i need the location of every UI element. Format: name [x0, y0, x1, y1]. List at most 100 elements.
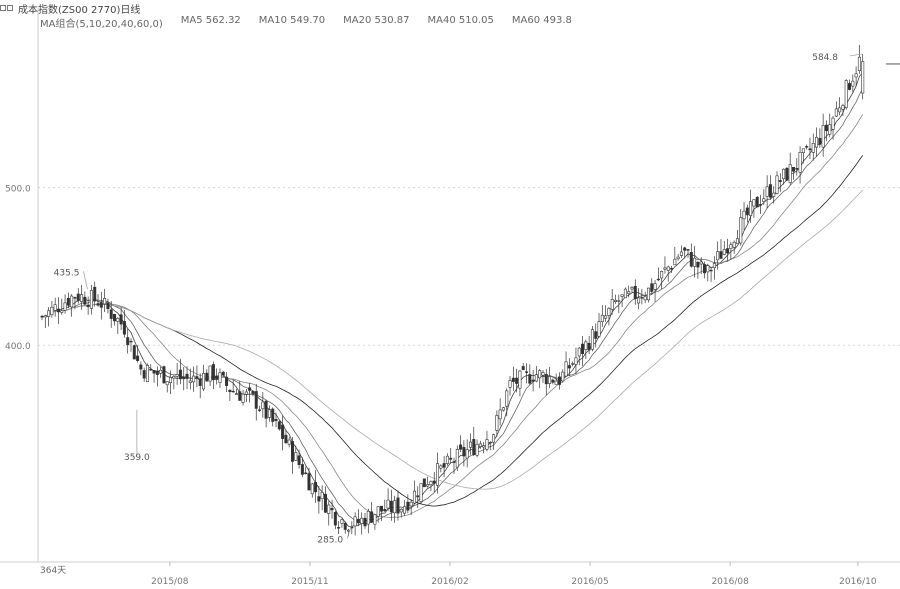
candle-body — [258, 409, 262, 411]
candle — [525, 363, 529, 384]
candle-body — [152, 369, 156, 374]
candle-body — [136, 355, 140, 361]
candle-body — [363, 517, 367, 527]
candle — [594, 323, 598, 348]
candle-body — [630, 287, 634, 290]
ma20-line — [41, 114, 864, 518]
candle-body — [551, 379, 555, 383]
candle — [627, 285, 631, 298]
candle — [225, 372, 229, 393]
candle-body — [294, 452, 298, 461]
candle — [679, 245, 683, 258]
candle — [314, 470, 318, 503]
candle-body — [788, 164, 792, 183]
candle-body — [782, 168, 786, 180]
candle — [162, 365, 166, 384]
candle-body — [848, 83, 852, 90]
candle-body — [422, 478, 426, 488]
period-label: 364天 — [40, 566, 66, 576]
candle-body — [188, 380, 192, 383]
candle-body — [314, 481, 318, 493]
candle-body — [43, 315, 47, 318]
candle — [258, 405, 262, 412]
ma-legend-label[interactable]: MA组合(5,10,20,40,60,0) — [40, 19, 163, 30]
candle-body — [198, 378, 202, 386]
candle-body — [416, 495, 420, 498]
candle-body — [462, 447, 466, 457]
candle — [587, 335, 591, 355]
candle-body — [604, 315, 608, 319]
candle-body — [660, 270, 664, 279]
candle — [597, 312, 601, 338]
candle-body — [735, 238, 739, 245]
candle-body — [488, 441, 492, 444]
candle-body — [689, 252, 693, 267]
candle — [182, 367, 186, 391]
candle — [762, 189, 766, 205]
candle — [854, 66, 858, 87]
candle-body — [785, 167, 789, 181]
candle-body — [492, 434, 496, 443]
candle — [449, 448, 453, 464]
candle — [241, 389, 245, 406]
candle-body — [218, 372, 222, 383]
candle — [373, 514, 377, 530]
x-tick-label: 2016/10 — [839, 577, 877, 587]
candle-body — [541, 372, 545, 376]
candle — [228, 389, 232, 402]
candle-body — [683, 247, 687, 251]
candle — [557, 372, 561, 390]
candle — [304, 466, 308, 475]
candle — [172, 374, 176, 390]
candle-body — [501, 407, 505, 411]
candle-body — [116, 317, 120, 322]
annotation-leader — [346, 526, 352, 539]
candle — [429, 480, 433, 491]
candle-body — [406, 501, 410, 511]
candle-body — [132, 345, 136, 360]
candle-body — [633, 285, 637, 300]
candle-body — [142, 370, 146, 379]
candle-body — [353, 516, 357, 527]
candle-body — [40, 315, 44, 318]
candle-body — [465, 449, 469, 459]
candle — [426, 476, 430, 488]
candle-body — [165, 381, 169, 386]
candle-body — [323, 493, 327, 513]
candle-body — [426, 484, 430, 487]
x-tick-label: 2016/05 — [571, 577, 608, 587]
candle — [686, 249, 690, 258]
x-tick-label: 2015/08 — [151, 577, 189, 587]
candle — [422, 478, 426, 488]
ma60-legend-value: MA60 493.8 — [511, 15, 572, 26]
candle-body — [854, 73, 858, 78]
candle-body — [693, 257, 697, 267]
candle-body — [145, 365, 149, 382]
candle-body — [834, 108, 838, 117]
candle-body — [686, 249, 690, 251]
candle — [805, 144, 809, 150]
candle — [630, 286, 634, 294]
candle — [709, 266, 713, 282]
candle-body — [534, 374, 538, 382]
candle — [732, 240, 736, 254]
candle-body — [515, 377, 519, 384]
dual-rect-icon[interactable] — [0, 3, 14, 13]
candle — [281, 415, 285, 451]
candle — [775, 171, 779, 195]
candle — [192, 366, 196, 392]
candle — [386, 488, 390, 511]
candle — [683, 246, 687, 259]
candle — [360, 512, 364, 535]
candle-body — [722, 248, 726, 255]
candle-body — [637, 297, 641, 304]
candle — [442, 456, 446, 478]
candle-body — [811, 143, 815, 153]
candle-body — [70, 295, 74, 308]
candle-body — [205, 372, 209, 382]
candle — [571, 361, 575, 367]
candle — [244, 389, 248, 403]
candle — [419, 483, 423, 504]
candle — [815, 127, 819, 157]
